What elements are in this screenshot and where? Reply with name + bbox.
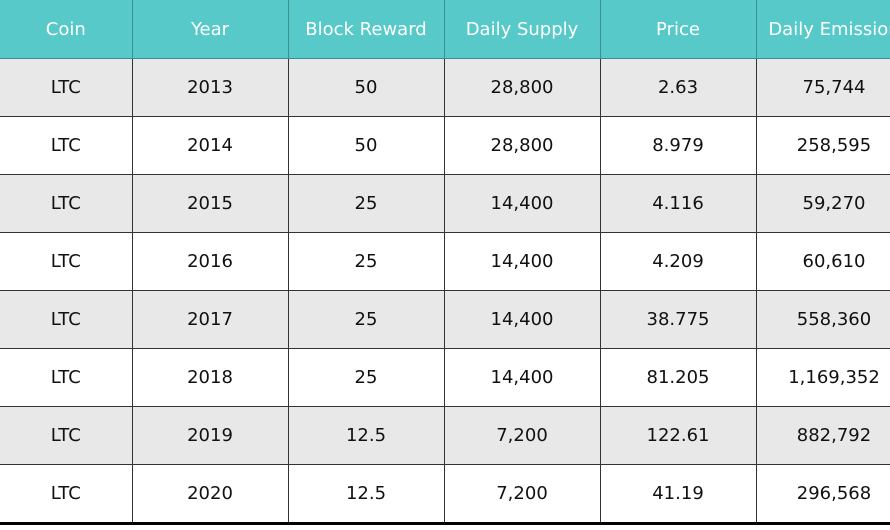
table-cell: 59,270 <box>755 174 890 233</box>
table-cell: 4.209 <box>599 232 757 291</box>
table-cell: 2016 <box>131 232 289 291</box>
header-cell: Daily Emission <box>755 0 890 59</box>
table-cell: 28,800 <box>443 116 601 175</box>
table-cell: 60,610 <box>755 232 890 291</box>
table-row: LTC 2019 12.5 7,200 122.61 882,792 <box>0 406 890 465</box>
table-row: LTC 2013 50 28,800 2.63 75,744 <box>0 58 890 117</box>
table-cell: LTC <box>0 406 133 465</box>
table-cell: 2.63 <box>599 58 757 117</box>
table-row: LTC 2018 25 14,400 81.205 1,169,352 <box>0 348 890 407</box>
table-cell: 2019 <box>131 406 289 465</box>
table-cell: 38.775 <box>599 290 757 349</box>
header-cell: Price <box>599 0 757 59</box>
header-cell: Daily Supply <box>443 0 601 59</box>
table-cell: 25 <box>287 290 445 349</box>
table-cell: 14,400 <box>443 174 601 233</box>
table-cell: 558,360 <box>755 290 890 349</box>
table-cell: 14,400 <box>443 290 601 349</box>
table-cell: 1,169,352 <box>755 348 890 407</box>
table-cell: 2017 <box>131 290 289 349</box>
table-cell: 4.116 <box>599 174 757 233</box>
table-row: LTC 2014 50 28,800 8.979 258,595 <box>0 116 890 175</box>
table-cell: 122.61 <box>599 406 757 465</box>
table-cell: 25 <box>287 348 445 407</box>
table-cell: 28,800 <box>443 58 601 117</box>
table-body: LTC 2013 50 28,800 2.63 75,744 LTC 2014 50 28,800… <box>0 58 890 525</box>
table-row: LTC 2017 25 14,400 38.775 558,360 <box>0 290 890 349</box>
table-cell: 8.979 <box>599 116 757 175</box>
table-cell: 12.5 <box>287 464 445 525</box>
table-cell: LTC <box>0 58 133 117</box>
table-cell: 50 <box>287 116 445 175</box>
table-cell: 2018 <box>131 348 289 407</box>
table-cell: 258,595 <box>755 116 890 175</box>
table-cell: LTC <box>0 174 133 233</box>
table-cell: 25 <box>287 232 445 291</box>
table-cell: 41.19 <box>599 464 757 525</box>
table-cell: 25 <box>287 174 445 233</box>
table-row: LTC 2015 25 14,400 4.116 59,270 <box>0 174 890 233</box>
table-cell: 14,400 <box>443 348 601 407</box>
table-row: LTC 2016 25 14,400 4.209 60,610 <box>0 232 890 291</box>
table-cell: 75,744 <box>755 58 890 117</box>
table-row: LTC 2020 12.5 7,200 41.19 296,568 <box>0 464 890 525</box>
table-cell: LTC <box>0 464 133 525</box>
table-cell: LTC <box>0 232 133 291</box>
table-cell: 2013 <box>131 58 289 117</box>
header-cell: Block Reward <box>287 0 445 59</box>
table-cell: 7,200 <box>443 464 601 525</box>
table-cell: 81.205 <box>599 348 757 407</box>
table-cell: 296,568 <box>755 464 890 525</box>
table-cell: 2020 <box>131 464 289 525</box>
table-cell: LTC <box>0 290 133 349</box>
header-cell: Coin <box>0 0 133 59</box>
table-cell: 14,400 <box>443 232 601 291</box>
table-cell: 2014 <box>131 116 289 175</box>
table-cell: 7,200 <box>443 406 601 465</box>
table-cell: LTC <box>0 116 133 175</box>
header-cell: Year <box>131 0 289 59</box>
table-cell: 882,792 <box>755 406 890 465</box>
table-cell: 12.5 <box>287 406 445 465</box>
table-cell: 2015 <box>131 174 289 233</box>
table-cell: LTC <box>0 348 133 407</box>
table-cell: 50 <box>287 58 445 117</box>
header-row: Coin Year Block Reward Daily Supply Price Dai… <box>0 0 890 59</box>
